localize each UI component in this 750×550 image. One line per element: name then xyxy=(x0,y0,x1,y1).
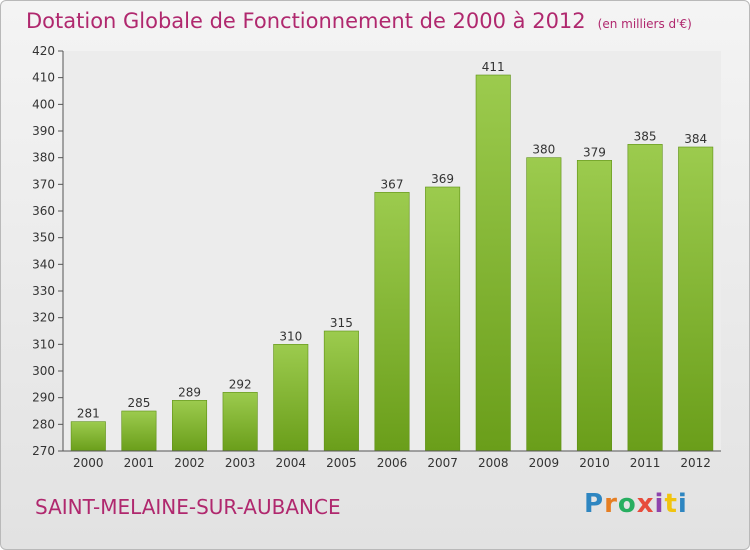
y-tick-label: 370 xyxy=(32,177,55,191)
bar xyxy=(323,330,359,452)
x-tick-label: 2004 xyxy=(275,456,306,470)
bar xyxy=(627,144,663,452)
x-tick-label: 2010 xyxy=(579,456,610,470)
bar-value-label: 310 xyxy=(279,329,302,343)
x-tick-label: 2000 xyxy=(73,456,104,470)
proxiti-logo[interactable]: Proxiti xyxy=(584,489,688,519)
x-tick-label: 2001 xyxy=(124,456,155,470)
y-tick-label: 330 xyxy=(32,284,55,298)
y-tick-label: 410 xyxy=(32,71,55,85)
y-axis: 270 280 290 300 310 320 330 340 350 360 370 380 390 4… xyxy=(32,44,64,458)
logo-letter: x xyxy=(636,489,655,519)
chart-title: Dotation Globale de Fonctionnement de 20… xyxy=(26,9,692,33)
x-tick-label: 2007 xyxy=(427,456,458,470)
y-tick-label: 310 xyxy=(32,337,55,351)
bar xyxy=(172,400,208,452)
logo-letter: o xyxy=(617,489,637,519)
logo-letter: i xyxy=(677,489,688,519)
x-tick-label: 2002 xyxy=(174,456,205,470)
x-tick-label: 2005 xyxy=(326,456,357,470)
y-tick-label: 400 xyxy=(32,97,55,111)
logo-letter: P xyxy=(584,489,605,519)
y-tick-label: 390 xyxy=(32,124,55,138)
bar-value-label: 367 xyxy=(381,177,404,191)
bar-value-label: 411 xyxy=(482,60,505,74)
bar-labels: 281 285 289 292 310 315 367 369 411 380 379 385 384 xyxy=(77,60,707,421)
y-tick-label: 270 xyxy=(32,444,55,458)
bar-value-label: 384 xyxy=(684,132,707,146)
bar xyxy=(475,74,511,452)
bar xyxy=(273,344,309,452)
y-tick-label: 420 xyxy=(32,44,55,58)
bars xyxy=(70,74,714,452)
x-tick-label: 2009 xyxy=(529,456,560,470)
y-tick-label: 280 xyxy=(32,417,55,431)
bar-value-label: 385 xyxy=(634,129,657,143)
bar-value-label: 315 xyxy=(330,316,353,330)
y-tick-label: 290 xyxy=(32,391,55,405)
y-tick-label: 340 xyxy=(32,257,55,271)
bar xyxy=(576,160,612,452)
bar-value-label: 380 xyxy=(532,143,555,157)
y-tick-label: 300 xyxy=(32,364,55,378)
bar xyxy=(121,410,157,452)
bar xyxy=(526,157,562,452)
bar-value-label: 285 xyxy=(127,396,150,410)
bar-value-label: 379 xyxy=(583,145,606,159)
bar xyxy=(222,392,258,452)
logo-letter: r xyxy=(604,489,618,519)
bar-value-label: 369 xyxy=(431,172,454,186)
x-axis: 2000 2001 2002 2003 2004 2005 2006 2007 2008 2009… xyxy=(63,450,721,470)
bar xyxy=(678,146,714,452)
x-tick-label: 2011 xyxy=(630,456,661,470)
x-tick-label: 2006 xyxy=(377,456,408,470)
x-tick-label: 2003 xyxy=(225,456,256,470)
bar-value-label: 292 xyxy=(229,377,252,391)
x-tick-label: 2012 xyxy=(680,456,711,470)
commune-name: SAINT-MELAINE-SUR-AUBANCE xyxy=(35,495,341,519)
bar xyxy=(374,192,410,452)
chart-subtitle: (en milliers d'€) xyxy=(597,17,692,31)
bar xyxy=(70,421,106,452)
bar xyxy=(425,186,461,452)
y-tick-label: 360 xyxy=(32,204,55,218)
logo-letter: i xyxy=(654,489,665,519)
x-tick-label: 2008 xyxy=(478,456,509,470)
chart-title-text: Dotation Globale de Fonctionnement de 20… xyxy=(26,9,586,33)
y-tick-label: 380 xyxy=(32,151,55,165)
y-tick-label: 350 xyxy=(32,231,55,245)
logo-letter: t xyxy=(664,489,678,519)
y-tick-label: 320 xyxy=(32,311,55,325)
bar-value-label: 281 xyxy=(77,407,100,421)
bar-value-label: 289 xyxy=(178,385,201,399)
